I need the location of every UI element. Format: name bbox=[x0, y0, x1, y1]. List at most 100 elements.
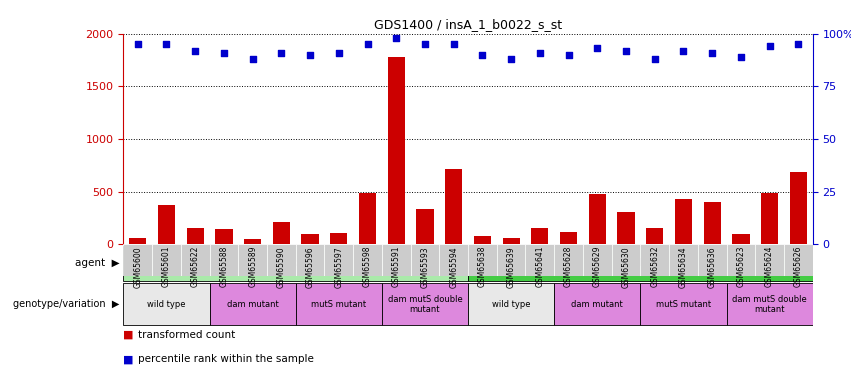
Bar bbox=[669, 244, 698, 276]
Text: GSM65632: GSM65632 bbox=[650, 246, 660, 288]
Point bbox=[476, 52, 489, 58]
Point bbox=[361, 41, 374, 47]
Bar bbox=[761, 193, 778, 244]
Bar bbox=[387, 57, 405, 244]
Text: cisplatin: cisplatin bbox=[617, 258, 664, 268]
Text: GSM65624: GSM65624 bbox=[765, 246, 774, 288]
Text: GSM65591: GSM65591 bbox=[391, 246, 401, 288]
Text: ■: ■ bbox=[123, 330, 134, 340]
Text: genotype/variation  ▶: genotype/variation ▶ bbox=[13, 299, 119, 309]
Bar bbox=[158, 206, 175, 245]
Text: GSM65629: GSM65629 bbox=[593, 246, 602, 288]
Text: GSM65636: GSM65636 bbox=[708, 246, 717, 288]
Point bbox=[734, 54, 748, 60]
Bar bbox=[784, 244, 813, 276]
Text: GSM65638: GSM65638 bbox=[478, 246, 487, 288]
Bar bbox=[382, 244, 410, 276]
Point bbox=[562, 52, 575, 58]
Bar bbox=[612, 244, 641, 276]
Text: dam mutS double
mutant: dam mutS double mutant bbox=[387, 295, 462, 314]
Bar bbox=[560, 232, 577, 244]
Text: GSM65634: GSM65634 bbox=[679, 246, 688, 288]
Bar bbox=[474, 236, 491, 244]
Bar bbox=[468, 244, 497, 276]
Bar bbox=[123, 246, 468, 281]
Bar bbox=[727, 283, 813, 326]
Bar bbox=[531, 228, 549, 244]
Bar bbox=[382, 283, 468, 326]
Point bbox=[131, 41, 145, 47]
Text: GSM65626: GSM65626 bbox=[794, 246, 802, 288]
Point bbox=[505, 56, 518, 62]
Text: GSM65589: GSM65589 bbox=[248, 246, 257, 288]
Point bbox=[275, 50, 288, 56]
Bar bbox=[468, 246, 813, 281]
Bar bbox=[525, 244, 554, 276]
Point bbox=[591, 45, 604, 51]
Bar bbox=[123, 283, 209, 326]
Text: agent  ▶: agent ▶ bbox=[75, 258, 119, 268]
Bar bbox=[755, 244, 784, 276]
Bar bbox=[353, 244, 382, 276]
Bar bbox=[589, 194, 606, 244]
Point bbox=[447, 41, 460, 47]
Text: GSM65630: GSM65630 bbox=[621, 246, 631, 288]
Bar bbox=[244, 239, 261, 244]
Text: GSM65597: GSM65597 bbox=[334, 246, 343, 288]
Point bbox=[533, 50, 546, 56]
Point bbox=[188, 48, 202, 54]
Bar bbox=[209, 283, 296, 326]
Text: wild type: wild type bbox=[147, 300, 186, 309]
Point bbox=[303, 52, 317, 58]
Point bbox=[677, 48, 690, 54]
Bar bbox=[129, 238, 146, 244]
Point bbox=[217, 50, 231, 56]
Bar bbox=[502, 237, 520, 244]
Bar bbox=[301, 234, 318, 244]
Text: GSM65596: GSM65596 bbox=[306, 246, 315, 288]
Text: mutS mutant: mutS mutant bbox=[656, 300, 711, 309]
Bar bbox=[330, 233, 347, 244]
Bar bbox=[267, 244, 296, 276]
Text: percentile rank within the sample: percentile rank within the sample bbox=[138, 354, 314, 364]
Bar bbox=[209, 244, 238, 276]
Text: GSM65590: GSM65590 bbox=[277, 246, 286, 288]
Text: GSM65594: GSM65594 bbox=[449, 246, 458, 288]
Bar bbox=[646, 228, 664, 244]
Bar bbox=[186, 228, 204, 244]
Bar bbox=[439, 244, 468, 276]
Bar bbox=[554, 244, 583, 276]
Point bbox=[332, 50, 346, 56]
Text: GSM65628: GSM65628 bbox=[564, 246, 573, 287]
Bar bbox=[152, 244, 180, 276]
Bar bbox=[410, 244, 439, 276]
Text: GSM65588: GSM65588 bbox=[220, 246, 228, 287]
Text: wild type: wild type bbox=[492, 300, 530, 309]
Text: dam mutS double
mutant: dam mutS double mutant bbox=[732, 295, 807, 314]
Text: transformed count: transformed count bbox=[138, 330, 235, 340]
Title: GDS1400 / insA_1_b0022_s_st: GDS1400 / insA_1_b0022_s_st bbox=[374, 18, 563, 31]
Bar bbox=[324, 244, 353, 276]
Point bbox=[160, 41, 174, 47]
Text: dam mutant: dam mutant bbox=[226, 300, 278, 309]
Bar bbox=[640, 244, 669, 276]
Bar bbox=[468, 283, 554, 326]
Bar bbox=[296, 283, 382, 326]
Text: GSM65600: GSM65600 bbox=[134, 246, 142, 288]
Bar bbox=[238, 244, 267, 276]
Bar bbox=[445, 168, 462, 244]
Bar bbox=[296, 244, 324, 276]
Bar bbox=[180, 244, 209, 276]
Bar bbox=[675, 199, 692, 244]
Bar bbox=[704, 202, 721, 244]
Bar bbox=[123, 244, 152, 276]
Bar bbox=[640, 283, 727, 326]
Text: GSM65622: GSM65622 bbox=[191, 246, 200, 287]
Point bbox=[791, 41, 805, 47]
Point bbox=[620, 48, 633, 54]
Bar bbox=[359, 193, 376, 244]
Text: GSM65593: GSM65593 bbox=[420, 246, 430, 288]
Point bbox=[390, 35, 403, 41]
Text: ■: ■ bbox=[123, 354, 134, 364]
Bar bbox=[215, 229, 232, 244]
